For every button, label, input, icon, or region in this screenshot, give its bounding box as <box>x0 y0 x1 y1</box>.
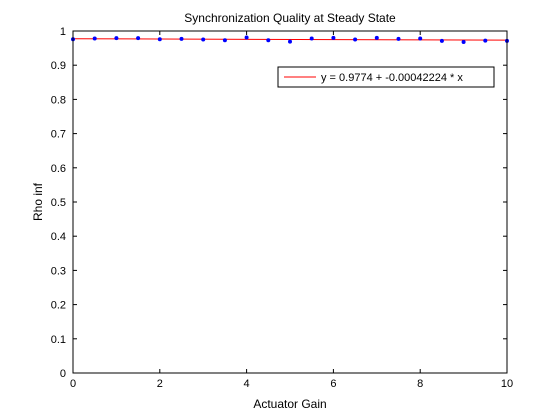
data-point <box>461 39 466 44</box>
x-axis-label: Actuator Gain <box>253 397 326 411</box>
y-tick-label: 0.1 <box>51 334 66 346</box>
axis-ticks: 0 2 4 6 8 10 0 0.1 0.2 0.3 0.4 0.5 0.6 0.7 0.8 0.9 1 <box>51 26 513 390</box>
data-point <box>374 35 379 40</box>
x-tick-label: 0 <box>70 378 76 390</box>
y-tick-label: 0 <box>60 368 66 380</box>
data-point <box>439 38 444 43</box>
legend-box <box>277 66 495 88</box>
data-point <box>179 36 184 41</box>
data-point <box>309 36 314 41</box>
y-axis-label: Rho inf <box>31 182 45 221</box>
data-point <box>92 36 97 41</box>
y-tick-label: 0.9 <box>51 60 66 72</box>
x-tick-label: 8 <box>417 378 423 390</box>
series-layer <box>71 35 509 44</box>
y-tick-label: 0.3 <box>51 265 66 277</box>
plot-area <box>73 31 507 373</box>
data-point <box>114 36 119 41</box>
data-point <box>244 35 249 40</box>
x-tick-label: 2 <box>157 378 163 390</box>
data-point <box>222 38 227 43</box>
plot-frame <box>72 30 508 374</box>
data-point <box>353 37 358 42</box>
data-point <box>288 39 292 44</box>
y-tick-label: 0.4 <box>51 231 66 243</box>
x-tick-label: 6 <box>330 378 336 390</box>
data-point <box>331 35 336 40</box>
legend-label-fit-line: y = 0.9774 + -0.00042224 * x <box>321 72 463 84</box>
data-point <box>201 37 206 42</box>
data-point <box>483 38 488 43</box>
data-point <box>266 38 271 43</box>
legend: y = 0.9774 + -0.00042224 * x <box>277 66 495 88</box>
y-tick-label: 0.2 <box>51 300 66 312</box>
y-tick-label: 0.6 <box>51 163 66 175</box>
y-tick-label: 1 <box>60 26 66 38</box>
data-point <box>136 36 141 41</box>
data-point <box>157 37 162 42</box>
y-tick-label: 0.7 <box>51 129 66 141</box>
fit-line <box>72 38 508 41</box>
data-point <box>396 36 401 41</box>
y-tick-label: 0.5 <box>51 197 66 209</box>
x-tick-label: 4 <box>244 378 250 390</box>
data-point <box>418 36 423 41</box>
x-tick-label: 10 <box>501 378 513 390</box>
y-tick-label: 0.8 <box>51 94 66 106</box>
chart-title: Synchronization Quality at Steady State <box>184 11 396 25</box>
